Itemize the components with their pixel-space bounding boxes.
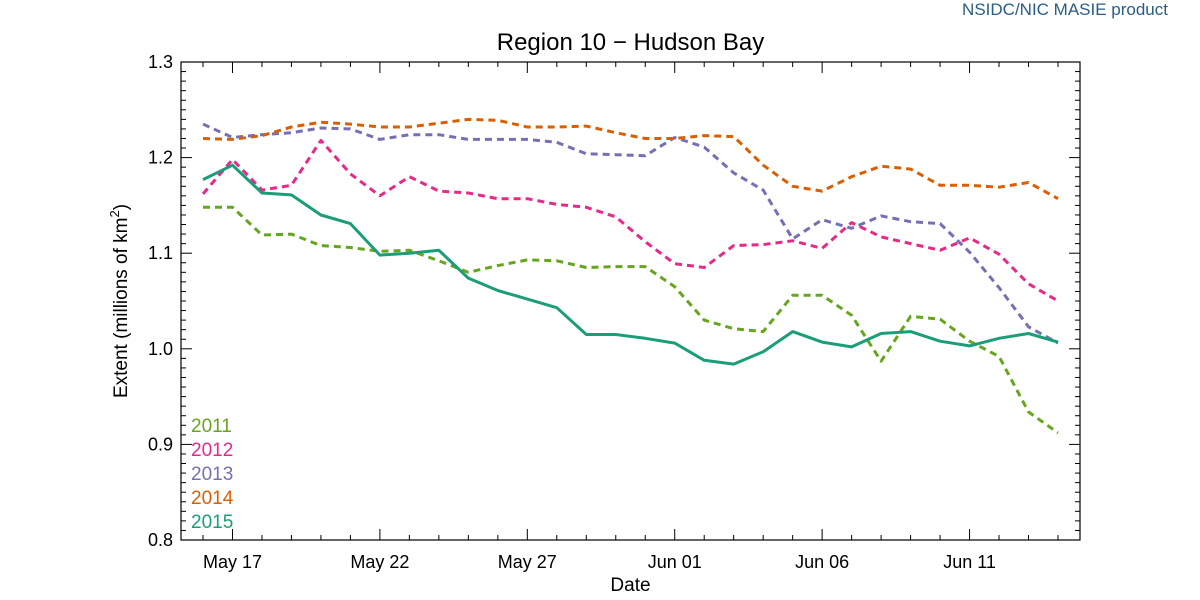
x-tick-label: Jun 06 [795,552,849,572]
legend-entry-2012: 2012 [191,440,233,461]
series-line-2015 [202,163,1059,366]
x-tick-label: Jun 11 [943,552,996,572]
y-tick-label: 0.9 [148,434,173,454]
series-line-2013 [202,122,1059,345]
credit-text: NSIDC/NIC MASIE product [962,0,1168,19]
y-tick-label: 1.0 [148,339,173,359]
legend-entry-2015: 2015 [191,512,233,533]
x-tick-label: May 27 [498,552,557,572]
x-tick-label: May 17 [203,552,262,572]
series-line-2014 [202,117,1059,201]
y-tick-label: 1.3 [148,52,173,72]
plot-frame [180,61,1081,541]
y-axis-label: Extent (millions of km2) [107,204,132,398]
chart-title: Region 10 − Hudson Bay [497,29,765,56]
x-tick-label: Jun 01 [648,552,702,572]
y-tick-label: 0.8 [148,530,173,550]
legend-entry-2013: 2013 [191,464,233,485]
legend-entry-2011: 2011 [191,416,232,437]
series-line-2012 [201,138,1059,303]
y-tick-label: 1.1 [148,243,173,263]
y-tick-label: 1.2 [148,148,173,168]
series-line-2011 [203,205,1059,435]
x-axis-label: Date [610,575,650,596]
x-tick-label: May 22 [350,552,409,572]
legend-entry-2014: 2014 [191,488,234,509]
